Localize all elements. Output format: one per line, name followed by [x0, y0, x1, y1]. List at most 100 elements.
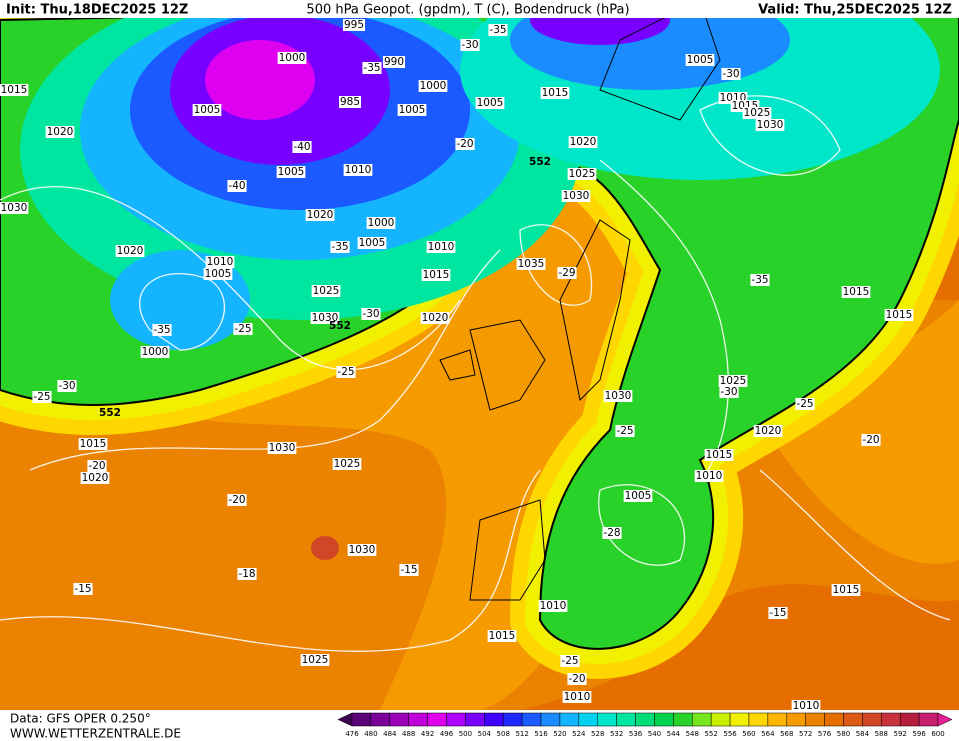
colorbar-label: 476: [345, 730, 359, 738]
isobar-label-box: [366, 217, 396, 229]
colorbar-segment: [540, 712, 561, 727]
colorbar-label: 492: [421, 730, 434, 738]
isobar-label-box: [277, 52, 307, 64]
isobar-label: 1030: [269, 442, 296, 454]
colorbar-segment: [408, 712, 428, 727]
colorbar-segment: [767, 712, 788, 727]
colorbar-segment: [351, 712, 372, 727]
isobar-label-box: [718, 375, 748, 387]
isobar-label-box: [540, 87, 570, 99]
temperature-label: -25: [796, 398, 813, 410]
isobar-label: 1020: [307, 209, 334, 221]
isobar-label-box: [192, 104, 222, 116]
temperature-label-box: [227, 494, 247, 506]
isobar-label: 1025: [569, 168, 596, 180]
isobar-label: 1010: [345, 164, 372, 176]
temperature-label: -29: [558, 267, 575, 279]
colorbar-label: 600: [931, 730, 944, 738]
geopotential-label: 552: [99, 407, 121, 419]
colorbar-segment: [729, 712, 750, 727]
temperature-label-box: [488, 24, 508, 36]
temperature-label-box: [560, 655, 580, 667]
isobar-label-box: [310, 312, 340, 324]
colorbar-label: 500: [459, 730, 472, 738]
colorbar-label: 584: [856, 730, 870, 738]
temp-zone: [760, 300, 959, 564]
website: WWW.WETTERZENTRALE.DE: [10, 727, 181, 741]
temperature-label-box: [750, 274, 770, 286]
map-title: 500 hPa Geopot. (gpdm), T (C), Bodendruc…: [306, 3, 629, 18]
isobar-label: 1005: [687, 54, 714, 66]
temperature-label-box: [567, 673, 587, 685]
temperature-label-box: [455, 138, 475, 150]
isobar-label-box: [45, 126, 75, 138]
isobar-label-box: [487, 630, 517, 642]
colorbar-segment: [427, 712, 447, 727]
isobar-label-box: [755, 119, 785, 131]
geopotential-label: 552: [329, 320, 351, 332]
isobar-label-box: [753, 425, 783, 437]
isobar-label: 1030: [757, 119, 784, 131]
temperature-label: -35: [751, 274, 768, 286]
colorbar-label: 548: [686, 730, 699, 738]
isobar-label: 1025: [334, 458, 361, 470]
isobar-label: 1005: [359, 237, 386, 249]
isobar-label: 1010: [428, 241, 455, 253]
isobar-label: 1020: [755, 425, 782, 437]
isobar-label-box: [80, 472, 110, 484]
isobar-label: 1020: [117, 245, 144, 257]
isobar-label: 985: [340, 96, 360, 108]
colorbar-segment: [881, 712, 901, 727]
isobar-label: 1000: [420, 80, 447, 92]
isobar-label: 1015: [843, 286, 870, 298]
isobar-label: 1010: [207, 256, 234, 268]
isobar-label: 1015: [706, 449, 733, 461]
isobar-label-box: [382, 56, 406, 68]
colorbar-segment: [616, 712, 636, 727]
isobar-label-box: [276, 166, 306, 178]
isobar-label-box: [562, 691, 592, 703]
isobar-label: 1005: [625, 490, 652, 502]
isobar-label: 1020: [82, 472, 109, 484]
colorbar-label: 588: [875, 730, 888, 738]
isobar-label-box: [267, 442, 297, 454]
temperature-label: -25: [234, 323, 251, 335]
isobar-label-box: [357, 237, 387, 249]
isobar-label-box: [420, 312, 450, 324]
temperature-label: -30: [722, 68, 739, 80]
colorbar-segment: [635, 712, 655, 727]
colorbar-segment: [843, 712, 863, 727]
colorbar-label: 516: [534, 730, 548, 738]
isobar-label: 1020: [570, 136, 597, 148]
isobar-label-box: [603, 390, 633, 402]
isobar-label: 1025: [313, 285, 340, 297]
isobar-label: 1005: [399, 104, 426, 116]
isobar-label: 1030: [312, 312, 339, 324]
colorbar-segment: [521, 712, 542, 727]
isobar-label: 1030: [563, 190, 590, 202]
isobar-label-box: [115, 245, 145, 257]
colorbar-label: 484: [383, 730, 397, 738]
temperature-label-box: [721, 68, 741, 80]
colorbar-segment: [862, 712, 882, 727]
colorbar-label: 572: [799, 730, 812, 738]
isobar-label-box: [332, 458, 362, 470]
temperature-label: -20: [568, 673, 585, 685]
map: [0, 0, 959, 710]
isobar-label-box: [418, 80, 448, 92]
colorbar-segment: [446, 712, 466, 727]
isobar-label-box: [685, 54, 715, 66]
isobar-label-box: [475, 97, 505, 109]
colorbar-segment: [578, 712, 598, 727]
isobar-label: 1010: [696, 470, 723, 482]
temperature-label-box: [602, 527, 622, 539]
colorbar: 476 480 484 488 492 496 500 504 508 512 516 520 524 5…: [337, 712, 953, 738]
isobar-label: 1005: [194, 104, 221, 116]
colorbar-segment: [559, 712, 580, 727]
isobar-label: 1015: [489, 630, 516, 642]
colorbar-segment: [484, 712, 504, 727]
temperature-label-box: [399, 564, 419, 576]
isobar-label-box: [78, 438, 108, 450]
isobar-label-box: [397, 104, 427, 116]
